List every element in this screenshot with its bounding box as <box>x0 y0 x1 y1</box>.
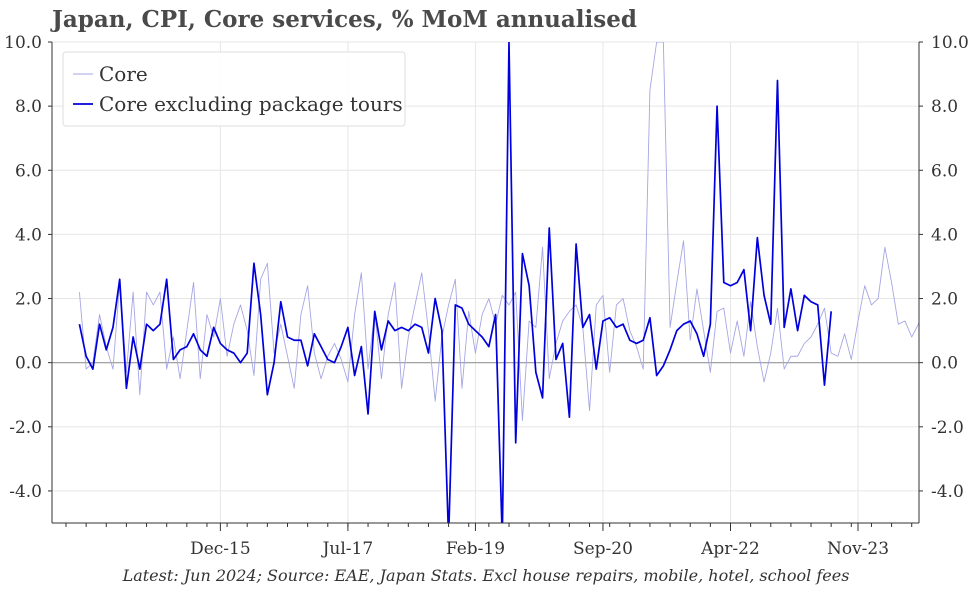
y-tick-label-right: -4.0 <box>931 482 964 502</box>
x-tick-label: Nov-23 <box>827 539 889 559</box>
y-tick-label-left: -2.0 <box>9 418 42 438</box>
legend-label-2: Core excluding package tours <box>99 92 403 116</box>
y-tick-label-left: 10.0 <box>4 33 42 53</box>
chart-title: Japan, CPI, Core services, % MoM annuali… <box>52 6 637 33</box>
x-tick-label: Jul-17 <box>321 539 374 559</box>
y-tick-label-left: -4.0 <box>9 482 42 502</box>
y-tick-label-left: 0.0 <box>15 354 42 374</box>
y-tick-label-left: 8.0 <box>15 97 42 117</box>
y-tick-label-left: 4.0 <box>15 225 42 245</box>
y-tick-label-right: 4.0 <box>931 225 958 245</box>
y-tick-label-left: 2.0 <box>15 290 42 310</box>
legend: Core Core excluding package tours <box>62 51 406 127</box>
x-tick-label: Dec-15 <box>190 539 251 559</box>
y-tick-label-right: 6.0 <box>931 161 958 181</box>
legend-label-1: Core <box>99 62 148 86</box>
y-tick-label-right: 8.0 <box>931 97 958 117</box>
x-tick-label: Feb-19 <box>446 539 505 559</box>
y-tick-label-right: 0.0 <box>931 354 958 374</box>
y-tick-label-left: 6.0 <box>15 161 42 181</box>
x-tick-label: Sep-20 <box>573 539 633 559</box>
axes: -4.0 -4.0 -2.0 -2.0 0.0 0.0 2.0 2.0 4.0 4.0 6.0 6.0… <box>4 33 969 559</box>
y-tick-label-right: 10.0 <box>931 33 969 53</box>
x-tick-label: Apr-22 <box>700 539 760 559</box>
series-line-2 <box>78 42 833 523</box>
y-tick-label-right: 2.0 <box>931 290 958 310</box>
series-lines <box>78 42 919 523</box>
footnote: Latest: Jun 2024; Source: EAE, Japan Sta… <box>122 566 850 585</box>
legend-box <box>62 51 406 127</box>
y-tick-label-right: -2.0 <box>931 418 964 438</box>
